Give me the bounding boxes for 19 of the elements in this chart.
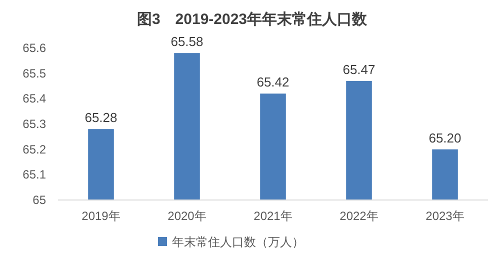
x-tick-label: 2019年 bbox=[82, 209, 120, 223]
data-label: 65.28 bbox=[84, 110, 118, 126]
x-tick-label: 2022年 bbox=[340, 209, 378, 223]
x-tick-label: 2021年 bbox=[254, 209, 292, 223]
y-tick-label: 65 bbox=[32, 193, 46, 207]
x-tick-label: 2020年 bbox=[168, 209, 206, 223]
legend-label: 年末常住人口数（万人） bbox=[172, 235, 304, 249]
chart-title: 图3 2019-2023年年末常住人口数 bbox=[136, 11, 368, 28]
y-tick-label: 65.2 bbox=[22, 142, 46, 156]
x-tick-label: 2023年 bbox=[426, 209, 464, 223]
y-tick-label: 65.5 bbox=[22, 66, 46, 80]
data-label: 65.47 bbox=[342, 62, 376, 77]
y-tick-label: 65.4 bbox=[22, 92, 46, 106]
data-label: 65.20 bbox=[428, 130, 462, 146]
y-tick-label: 65.3 bbox=[22, 117, 46, 131]
data-label: 65.42 bbox=[256, 74, 290, 90]
y-tick-label: 65.1 bbox=[22, 168, 46, 182]
y-tick-label: 65.6 bbox=[22, 41, 46, 55]
data-label: 65.58 bbox=[170, 34, 204, 50]
